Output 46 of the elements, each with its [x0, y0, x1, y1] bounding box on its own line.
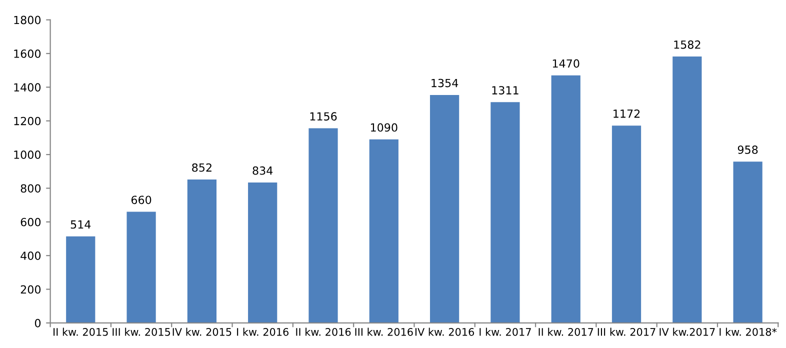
- bar: [126, 212, 156, 323]
- x-tick-label: IV kw. 2015: [172, 328, 232, 336]
- bar: [551, 75, 580, 323]
- x-tick-label: III kw. 2016: [355, 328, 413, 336]
- y-tick-label: 0: [34, 318, 41, 328]
- x-tick-label: III kw. 2017: [598, 328, 656, 336]
- data-label: 514: [70, 220, 91, 229]
- y-tick-label: 1400: [14, 83, 41, 92]
- bar: [612, 126, 642, 323]
- data-label: 1156: [310, 112, 337, 121]
- data-label: 1090: [370, 123, 398, 132]
- y-tick-label: 1600: [14, 49, 41, 58]
- bar: [187, 179, 216, 323]
- data-label: 1470: [552, 59, 580, 68]
- y-tick-label: 600: [20, 218, 41, 226]
- bar: [248, 182, 278, 323]
- x-tick-label: I kw. 2016: [237, 328, 288, 336]
- bar: [672, 56, 702, 323]
- bar: [308, 128, 338, 323]
- y-tick-label: 400: [20, 252, 41, 260]
- x-tick-label: IV kw.2017: [660, 328, 715, 336]
- x-tick-label: I kw. 2017: [480, 328, 531, 336]
- data-label: 1354: [432, 78, 458, 88]
- data-label: 834: [252, 166, 273, 175]
- bar: [733, 162, 762, 323]
- data-label: 1172: [614, 109, 640, 118]
- y-tick-label: 1200: [14, 116, 41, 126]
- data-label: 1311: [492, 86, 518, 94]
- x-tick-label: II kw. 2016: [296, 328, 351, 336]
- bar: [369, 139, 398, 323]
- bar: [66, 236, 96, 323]
- x-tick-label: III kw. 2015: [112, 328, 170, 336]
- data-label: 1582: [674, 40, 700, 49]
- y-tick-label: 1000: [14, 150, 41, 159]
- data-label: 660: [131, 196, 152, 204]
- x-tick-label: IV kw. 2016: [415, 328, 474, 336]
- bar: [430, 94, 460, 323]
- bar: [490, 102, 520, 323]
- x-tick-label: II kw. 2015: [54, 328, 108, 336]
- y-tick-label: 800: [20, 184, 41, 193]
- y-tick-label: 1800: [14, 16, 41, 24]
- y-tick-label: 200: [20, 285, 41, 294]
- x-tick-label: I kw. 2018*: [720, 328, 777, 336]
- data-label: 958: [738, 146, 758, 154]
- x-tick-label: II kw. 2017: [538, 328, 594, 336]
- data-label: 852: [192, 163, 212, 172]
